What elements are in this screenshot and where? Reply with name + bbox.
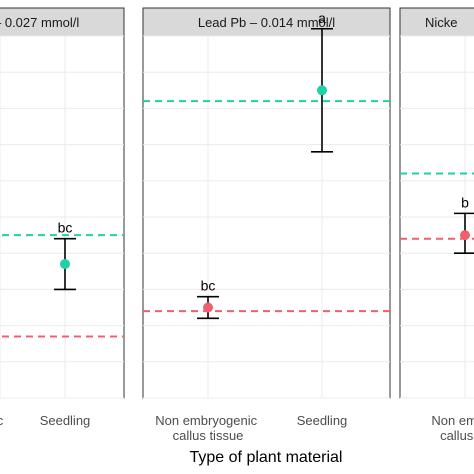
- data-point-group: bc: [197, 278, 219, 320]
- data-point-group: bc: [54, 220, 76, 291]
- panel-2-title: Lead Pb – 0.014 mmol/l: [198, 15, 335, 30]
- panel-3-xtick-1-line-2: callus tis: [440, 428, 474, 443]
- data-point-group: b: [454, 194, 474, 254]
- panel-3-xtick-1-line-1: Non embry: [431, 413, 474, 428]
- significance-label: a: [318, 10, 326, 26]
- panel-3-marks: b: [400, 172, 474, 254]
- panel-2-xtick-2: Seedling: [297, 413, 348, 428]
- panel-1-xtick-1: c: [0, 413, 4, 428]
- panel-3: Nicke b Non embry callus tis: [399, 7, 474, 443]
- panel-2-xtick-1-line-1: Non embryogenic: [155, 413, 257, 428]
- panel-1-marks: bc: [0, 220, 124, 338]
- x-axis-title: Type of plant material: [190, 449, 343, 466]
- panel-3-strip: [399, 7, 474, 37]
- significance-label: bc: [201, 278, 216, 294]
- panel-2-xtick-1: Non embryogenic callus tissue: [155, 413, 261, 443]
- data-point: [460, 230, 470, 241]
- panel-2-grid: [143, 35, 390, 399]
- significance-label: b: [461, 194, 469, 210]
- panel-2-strip: [142, 7, 391, 37]
- panel-1: – 0.027 mmol/l bc c Seedling: [0, 7, 125, 428]
- significance-label: bc: [58, 220, 73, 236]
- data-point: [60, 259, 70, 270]
- panel-2-marks: bc a: [143, 10, 390, 320]
- panel-1-grid: [0, 35, 124, 399]
- panel-2: Lead Pb – 0.014 mmol/l bc a Non embryogen…: [142, 7, 391, 443]
- panel-3-title: Nicke: [425, 15, 458, 30]
- data-point: [203, 302, 213, 313]
- panel-3-xtick-1: Non embry callus tis: [431, 413, 474, 443]
- data-point-group: a: [311, 10, 333, 153]
- panel-1-xtick-2: Seedling: [40, 413, 91, 428]
- panel-1-strip: [0, 7, 125, 37]
- panel-2-xtick-1-line-2: callus tissue: [173, 428, 244, 443]
- data-point: [317, 85, 327, 96]
- panel-1-title: – 0.027 mmol/l: [0, 15, 79, 30]
